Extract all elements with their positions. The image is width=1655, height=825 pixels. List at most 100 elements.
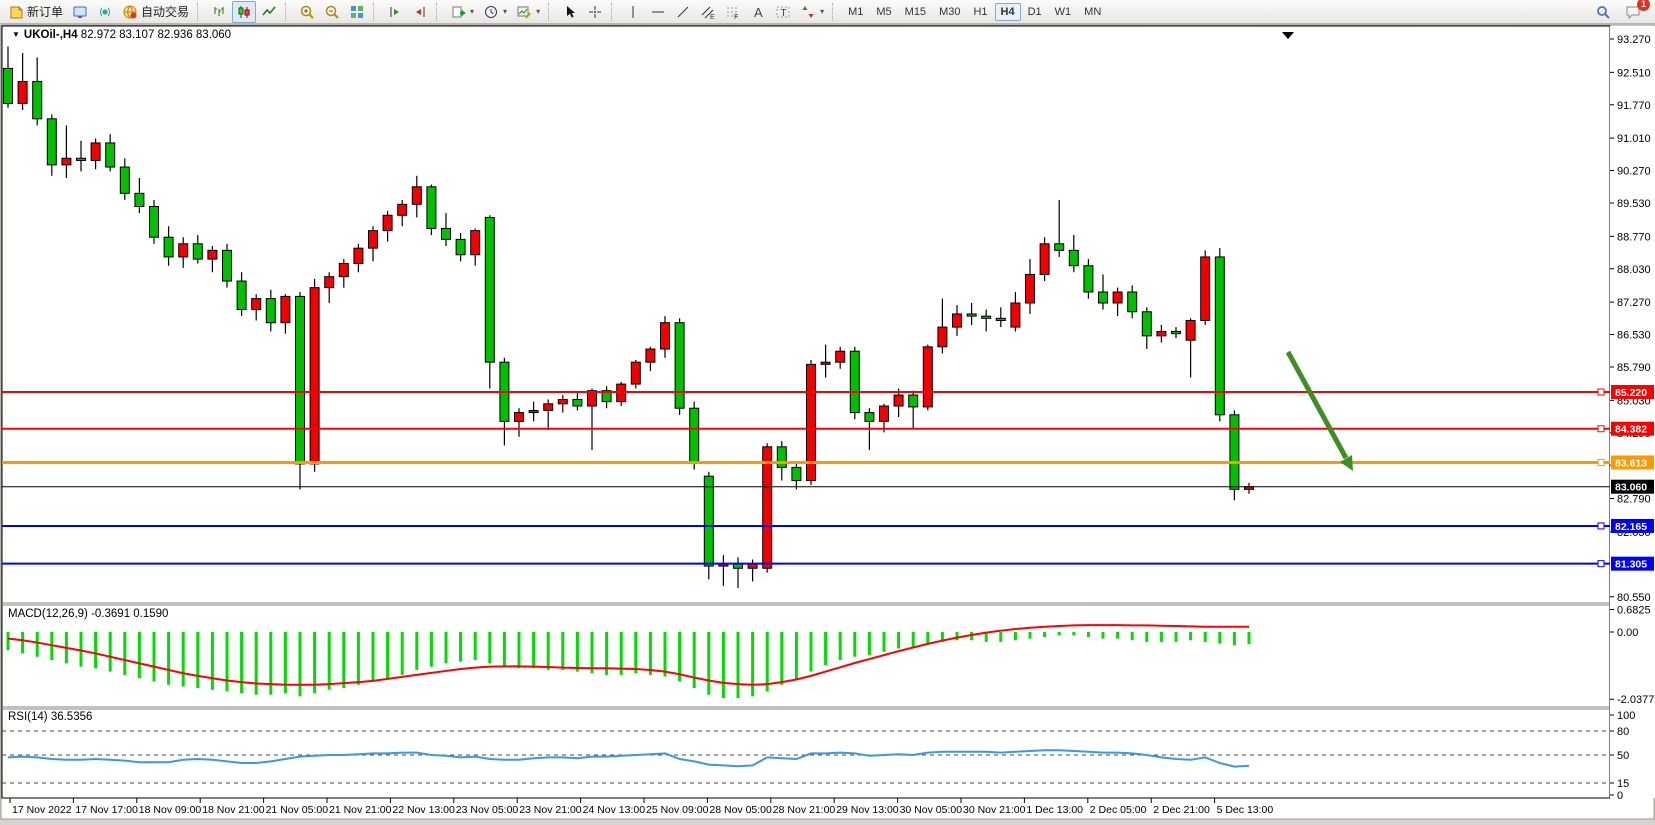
vertical-line-button[interactable] [621,1,645,23]
timeframe-h1-button[interactable]: H1 [973,5,988,18]
note-icon [10,6,23,18]
timeframe-h4-button[interactable]: H4 [994,2,1021,21]
autoscroll-icon [390,6,400,17]
cursor-button[interactable] [558,1,582,23]
time-tick-label: 24 Nov 13:00 [583,804,646,816]
line-anchor[interactable] [1597,458,1605,466]
line-anchor[interactable] [1597,522,1605,530]
chevron-down-icon: ▾ [820,7,825,16]
zoomin-icon [300,5,314,19]
time-axis[interactable]: 17 Nov 2022 17 Nov 17:00 18 Nov 09:00 18 No… [9,798,1274,816]
candlesticks [3,46,1254,589]
time-tick-label: 21 Nov 21:00 [329,804,392,816]
chevron-down-icon: ▾ [470,7,475,16]
zoomout-icon [325,5,339,19]
toolbar-separator [611,2,617,21]
candles-icon [238,5,250,18]
price-label-81.305 [1611,556,1654,571]
trend-line-button[interactable] [671,1,695,23]
notifications-button[interactable]: 1 [1621,0,1650,23]
line-anchor[interactable] [1597,560,1605,568]
horizontal-line-button[interactable] [646,1,670,23]
bar-chart-button[interactable] [207,1,231,23]
toolbar-separator [436,2,442,21]
chart-symbol-title: ▼ UKOil-,H4 82.972 83.107 82.936 83.060 [12,29,231,41]
periods-button[interactable]: ▾ [479,1,511,23]
timeframe-w1-button[interactable]: W1 [1054,5,1072,18]
price-tick-label: 88.030 [1617,264,1651,276]
svg-text:81.305: 81.305 [1615,559,1647,571]
price-tick-label: 86.530 [1617,330,1651,342]
template-icon [517,6,532,18]
time-tick-label: 17 Nov 17:00 [75,804,138,816]
candle-chart-button[interactable] [232,0,257,23]
price-label-83.613 [1611,455,1654,470]
rsi-axis-label: 0 [1617,790,1623,802]
time-tick-label: 23 Nov 05:00 [456,804,519,816]
templates-button[interactable]: ▾ [512,1,544,23]
svg-text:T: T [781,8,787,19]
notification-badge: 1 [1637,0,1650,11]
scroll-to-end-marker[interactable] [1282,32,1294,39]
new-order-button[interactable]: 新订单 [4,1,67,23]
price-tick-label: 92.510 [1617,67,1651,79]
line-anchor[interactable] [1597,388,1605,396]
chevron-down-icon[interactable]: ▼ [12,30,20,39]
charts-window-button[interactable] [68,1,92,23]
toolbar: 新订单 自动交易 ▾ ▾ ▾ E F A T ▾ M1 M5 M15 M30 H1 H4 D1 W1 MN 1 [0,0,1655,24]
text-label-button[interactable]: T [771,1,795,23]
timeframe-mn-button[interactable]: MN [1084,5,1102,18]
macd-axis-label: 0.00 [1617,627,1638,639]
equidistant-channel-button[interactable]: E [696,1,720,23]
arrows-button[interactable]: ▾ [796,1,828,23]
signals-button[interactable] [93,1,117,23]
toolbar-separator [285,2,291,21]
addind-icon [452,6,466,17]
price-tick-label: 85.790 [1617,362,1651,374]
auto-scroll-button[interactable] [383,1,407,23]
search-button[interactable] [1591,1,1615,23]
price-tick-label: 93.270 [1617,34,1651,46]
linechart-icon [262,6,276,15]
time-tick-label: 1 Dec 13:00 [1026,804,1083,816]
hline-icon [652,11,665,12]
fibonacci-button[interactable]: F [721,1,745,23]
channel-icon: E [701,6,715,20]
fibo-icon: F [727,7,740,20]
time-tick-label: 22 Nov 13:00 [392,804,455,816]
svg-text:84.382: 84.382 [1615,424,1647,436]
timeframe-m5-button[interactable]: M5 [876,5,892,18]
price-tick-label: 88.770 [1617,231,1651,243]
rsi-axis-label: 80 [1617,726,1629,738]
time-tick-label: 2 Dec 21:00 [1153,804,1210,816]
timeframe-m1-button[interactable]: M1 [848,5,864,18]
price-tick-label: 91.010 [1617,133,1651,145]
zoom-in-button[interactable] [295,1,319,23]
timeframe-m30-button[interactable]: M30 [939,5,961,18]
timeframe-m15-button[interactable]: M15 [904,5,927,18]
price-axis[interactable]: 93.270 92.510 91.770 91.010 90.270 89.530 88.7… [1610,26,1655,802]
zoom-out-button[interactable] [320,1,344,23]
line-anchor[interactable] [1597,425,1605,433]
time-tick-label: 5 Dec 13:00 [1217,804,1274,816]
time-tick-label: 28 Nov 21:00 [773,804,836,816]
toolbar-separator [548,2,554,21]
timeframe-d1-button[interactable]: D1 [1027,5,1042,18]
time-tick-label: 18 Nov 21:00 [202,804,265,816]
svg-text:85.220: 85.220 [1615,387,1647,399]
vline-icon [632,5,634,18]
text-button[interactable]: A [746,1,770,23]
tile-windows-button[interactable] [345,1,369,23]
indicators-button[interactable]: ▾ [446,1,478,23]
price-label-84.382 [1611,421,1654,436]
price-tick-label: 91.770 [1617,100,1651,112]
auto-trading-button[interactable]: 自动交易 [118,1,193,23]
svg-text:83.060: 83.060 [1615,482,1647,494]
chart-shift-button[interactable] [408,1,432,23]
crosshair-button[interactable] [583,1,607,23]
trend-arrow[interactable] [1285,350,1353,471]
time-tick-label: 21 Nov 05:00 [266,804,329,816]
line-chart-button[interactable] [257,1,281,23]
